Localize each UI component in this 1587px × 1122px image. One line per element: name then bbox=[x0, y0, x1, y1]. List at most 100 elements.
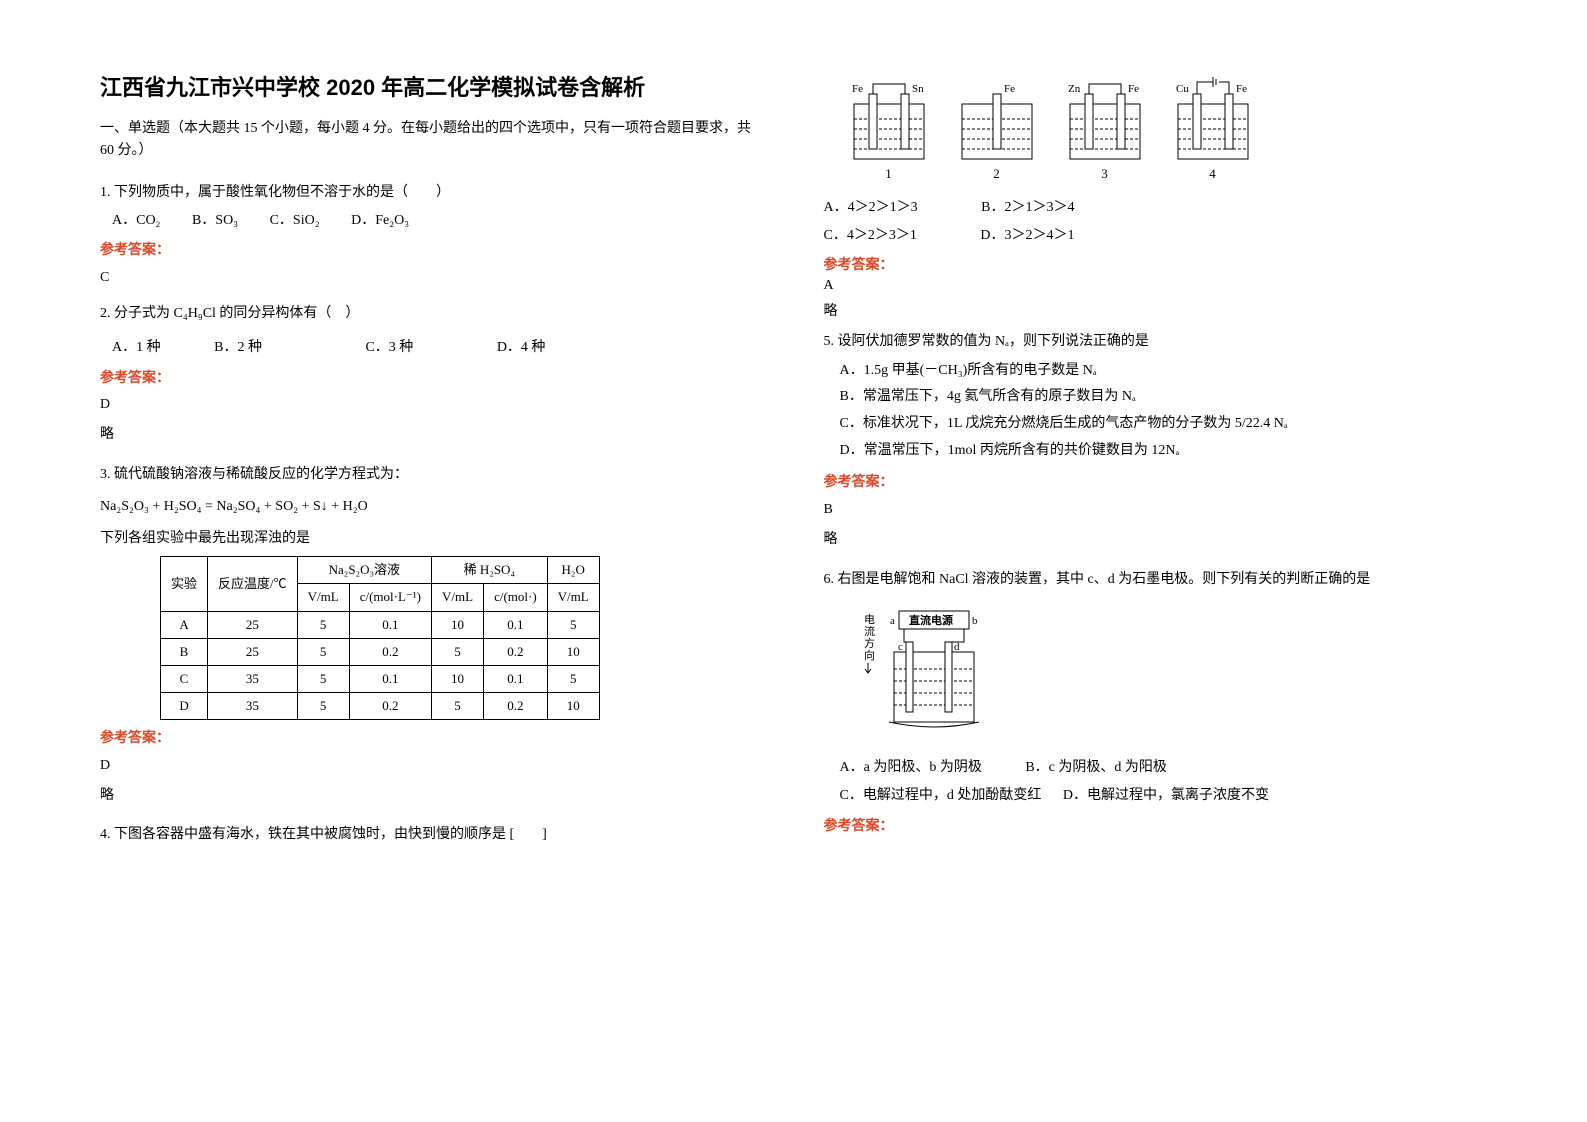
section-intro: 一、单选题（本大题共 15 个小题，每小题 4 分。在每小题给出的四个选项中，只… bbox=[100, 118, 764, 163]
beaker-num: 1 bbox=[885, 166, 892, 182]
question-6: 6. 右图是电解饱和 NaCl 溶液的装置，其中 c、d 为石墨电极。则下列有关… bbox=[824, 568, 1488, 842]
q5-ans-label: 参考答案： bbox=[824, 470, 1488, 494]
q6-opt-d: D．电解过程中，氯离子浓度不变 bbox=[1063, 784, 1269, 808]
beaker-4: Cu Fe 4 bbox=[1168, 74, 1258, 182]
q6-opt-b: B．c 为阴极、d 为阳极 bbox=[1025, 756, 1167, 780]
th-vml3: V/mL bbox=[547, 584, 599, 611]
table-row: A 25 5 0.1 10 0.1 5 bbox=[161, 611, 600, 638]
cell: 10 bbox=[432, 611, 484, 638]
beaker-icon: Fe Sn bbox=[844, 74, 934, 164]
q4-stem: 4. 下图各容器中盛有海水，铁在其中被腐蚀时，由快到慢的顺序是 [ ] bbox=[100, 823, 764, 847]
q1-options: A．CO₂ B．SO₃ C．SiO₂ D．Fe₂O₃ bbox=[112, 209, 764, 233]
cell: 5 bbox=[297, 692, 349, 719]
th-vml1: V/mL bbox=[297, 584, 349, 611]
label-c: c bbox=[898, 641, 903, 653]
q2-options: A．1 种 B．2 种 C．3 种 D．4 种 bbox=[112, 336, 764, 360]
cell: 0.2 bbox=[484, 638, 548, 665]
q6-opt-a: A．a 为阳极、b 为阴极 bbox=[840, 756, 982, 780]
side-label: 流 bbox=[864, 624, 875, 638]
q4-ans-label: 参考答案： bbox=[824, 254, 1488, 274]
side-label: 电 bbox=[864, 613, 875, 626]
beaker-icon: Zn Fe bbox=[1060, 74, 1150, 164]
page-title: 江西省九江市兴中学校 2020 年高二化学模拟试卷含解析 bbox=[100, 70, 764, 102]
cell: 5 bbox=[432, 638, 484, 665]
cell: 10 bbox=[432, 665, 484, 692]
q1-opt-d: D．Fe₂O₃ bbox=[351, 209, 409, 233]
q6-opts-row2: C．电解过程中，d 处加酚酞变红 D．电解过程中，氯离子浓度不变 bbox=[840, 784, 1488, 808]
electrode-label: Fe bbox=[852, 83, 863, 95]
q3-equation: Na₂S₂O₃ + H₂SO₄ = Na₂SO₄ + SO₂ + S↓ + H₂… bbox=[100, 495, 764, 519]
q2-opt-b: B．2 种 bbox=[214, 336, 262, 360]
th-exp: 实验 bbox=[161, 557, 208, 611]
th-c2: c/(mol·) bbox=[484, 584, 548, 611]
beaker-icon: Fe bbox=[952, 74, 1042, 164]
q4-beakers: Fe Sn 1 Fe 2 bbox=[844, 74, 1488, 182]
th-vml2: V/mL bbox=[432, 584, 484, 611]
cell: 35 bbox=[208, 692, 298, 719]
q4-note: 略 bbox=[824, 300, 1488, 320]
th-temp: 反应温度/℃ bbox=[208, 557, 298, 611]
q1-opt-b: B．SO₃ bbox=[192, 209, 238, 233]
q2-opt-d: D．4 种 bbox=[497, 336, 546, 360]
cell: 0.1 bbox=[349, 665, 431, 692]
cell: 5 bbox=[432, 692, 484, 719]
cell: 5 bbox=[547, 665, 599, 692]
cell: 5 bbox=[297, 611, 349, 638]
table-row: D 35 5 0.2 5 0.2 10 bbox=[161, 692, 600, 719]
side-label: 向 bbox=[864, 648, 875, 662]
q4-opt-b: B．2＞1＞3＞4 bbox=[981, 196, 1074, 216]
q4-ans: A bbox=[824, 278, 1488, 294]
electrolysis-icon: 电 流 方 向 直流电源 a b bbox=[854, 597, 1004, 737]
q1-opt-c: C．SiO₂ bbox=[270, 209, 320, 233]
cell: D bbox=[161, 692, 208, 719]
electrode-label: Fe bbox=[1128, 83, 1139, 95]
th-c1: c/(mol·L⁻¹) bbox=[349, 584, 431, 611]
q3-table: 实验 反应温度/℃ Na₂S₂O₃溶液 稀 H₂SO₄ H₂O V/mL c/(… bbox=[160, 556, 600, 720]
q6-ans-label: 参考答案： bbox=[824, 814, 1488, 838]
cell: B bbox=[161, 638, 208, 665]
q3-ans: D bbox=[100, 754, 764, 778]
electrode-label: Zn bbox=[1068, 83, 1081, 95]
right-column: Fe Sn 1 Fe 2 bbox=[824, 70, 1488, 1052]
q5-opt-c: C．标准状况下，1L 戊烷充分燃烧后生成的气态产物的分子数为 5/22.4 Nₐ bbox=[840, 411, 1488, 438]
th-h2o: H₂O bbox=[547, 557, 599, 584]
q5-options: A．1.5g 甲基(－CH₃)所含有的电子数是 Nₐ B．常温常压下，4g 氦气… bbox=[840, 358, 1488, 464]
q1-stem: 1. 下列物质中，属于酸性氧化物但不溶于水的是（ ） bbox=[100, 181, 764, 205]
cell: A bbox=[161, 611, 208, 638]
table-row: 实验 反应温度/℃ Na₂S₂O₃溶液 稀 H₂SO₄ H₂O bbox=[161, 557, 600, 584]
beaker-3: Zn Fe 3 bbox=[1060, 74, 1150, 182]
q6-opt-c: C．电解过程中，d 处加酚酞变红 bbox=[840, 784, 1042, 808]
box-label: 直流电源 bbox=[909, 613, 953, 627]
cell: 5 bbox=[297, 638, 349, 665]
q3-ans-label: 参考答案： bbox=[100, 726, 764, 750]
cell: 25 bbox=[208, 638, 298, 665]
label-a: a bbox=[890, 615, 895, 627]
q5-opt-d: D．常温常压下，1mol 丙烷所含有的共价键数目为 12Nₐ bbox=[840, 438, 1488, 465]
q2-ans-label: 参考答案： bbox=[100, 366, 764, 390]
q4-opt-d: D．3＞2＞4＞1 bbox=[980, 224, 1074, 244]
q5-opt-a: A．1.5g 甲基(－CH₃)所含有的电子数是 Nₐ bbox=[840, 358, 1488, 385]
q4-opt-a: A．4＞2＞1＞3 bbox=[824, 196, 918, 216]
beaker-icon: Cu Fe bbox=[1168, 74, 1258, 164]
q4-opts-row2: C．4＞2＞3＞1 D．3＞2＞4＞1 bbox=[824, 224, 1488, 244]
q1-ans-label: 参考答案： bbox=[100, 238, 764, 262]
beaker-1: Fe Sn 1 bbox=[844, 74, 934, 182]
q5-stem: 5. 设阿伏加德罗常数的值为 Nₐ，则下列说法正确的是 bbox=[824, 330, 1488, 354]
q6-stem: 6. 右图是电解饱和 NaCl 溶液的装置，其中 c、d 为石墨电极。则下列有关… bbox=[824, 568, 1488, 592]
q5-note: 略 bbox=[824, 528, 1488, 552]
beaker-num: 3 bbox=[1101, 166, 1108, 182]
q2-note: 略 bbox=[100, 423, 764, 447]
q5-opt-b: B．常温常压下，4g 氦气所含有的原子数目为 Nₐ bbox=[840, 384, 1488, 411]
cell: 5 bbox=[297, 665, 349, 692]
cell: 0.1 bbox=[484, 611, 548, 638]
cell: 0.1 bbox=[349, 611, 431, 638]
q6-opts-row1: A．a 为阳极、b 为阴极 B．c 为阴极、d 为阳极 bbox=[840, 756, 1488, 780]
side-label: 方 bbox=[864, 636, 875, 650]
electrode-label: Cu bbox=[1176, 83, 1189, 95]
cell: 25 bbox=[208, 611, 298, 638]
electrode-label: Sn bbox=[912, 83, 924, 95]
q1-ans: C bbox=[100, 266, 764, 290]
cell: 0.1 bbox=[484, 665, 548, 692]
label-d: d bbox=[954, 641, 960, 653]
cell: 10 bbox=[547, 638, 599, 665]
